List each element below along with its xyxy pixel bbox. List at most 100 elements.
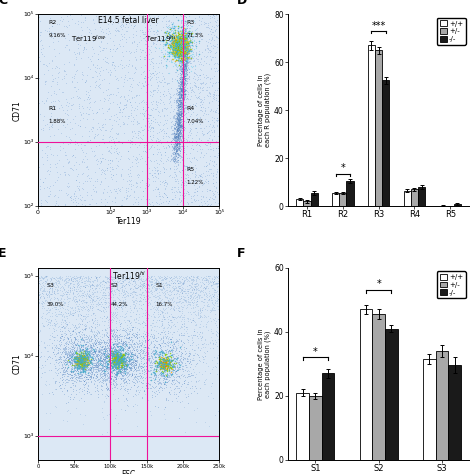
Point: [138, 285, 146, 292]
Point: [109, 347, 116, 355]
Point: [182, 37, 190, 45]
Point: [180, 14, 187, 22]
Point: [118, 346, 125, 354]
Point: [184, 47, 191, 55]
Point: [105, 354, 113, 361]
Point: [180, 85, 187, 93]
Point: [108, 354, 115, 362]
Point: [151, 379, 158, 386]
Point: [97, 155, 104, 162]
Point: [57, 358, 65, 366]
Point: [75, 348, 83, 356]
Point: [71, 309, 79, 316]
Point: [182, 43, 190, 51]
Point: [133, 378, 141, 385]
Point: [175, 126, 182, 134]
Point: [75, 359, 82, 366]
Point: [165, 388, 173, 396]
Y-axis label: Percentage of cells in
each R population (%): Percentage of cells in each R population…: [258, 73, 271, 147]
Point: [182, 64, 190, 72]
Point: [167, 36, 174, 44]
Point: [160, 292, 167, 299]
Point: [108, 288, 116, 295]
Point: [183, 44, 191, 52]
Point: [156, 354, 164, 362]
Point: [154, 366, 162, 374]
Point: [147, 143, 155, 151]
Point: [151, 371, 159, 379]
Point: [147, 273, 155, 281]
Point: [181, 52, 189, 59]
Point: [151, 342, 158, 350]
Point: [73, 353, 81, 360]
Point: [97, 353, 104, 361]
Point: [155, 136, 162, 143]
Point: [167, 364, 175, 372]
Point: [95, 365, 102, 372]
Point: [179, 82, 186, 90]
Point: [178, 55, 185, 63]
Point: [42, 381, 49, 389]
Point: [51, 291, 59, 298]
Point: [41, 121, 48, 129]
Point: [164, 293, 171, 301]
Point: [208, 278, 215, 286]
Point: [210, 292, 217, 300]
Point: [155, 312, 163, 320]
Point: [137, 364, 144, 371]
Point: [187, 24, 194, 31]
Point: [83, 366, 91, 374]
Point: [54, 343, 61, 351]
Point: [58, 327, 65, 335]
Point: [96, 273, 103, 281]
Text: 71.3%: 71.3%: [187, 33, 204, 37]
Point: [66, 370, 73, 378]
Point: [102, 355, 109, 362]
Point: [112, 335, 119, 343]
Point: [204, 392, 212, 400]
Point: [103, 39, 111, 46]
Point: [129, 200, 137, 208]
Point: [91, 339, 99, 347]
Point: [99, 304, 107, 311]
Point: [41, 357, 48, 365]
Point: [174, 94, 182, 101]
Point: [139, 318, 146, 325]
Point: [58, 287, 66, 294]
Point: [146, 305, 154, 313]
Point: [182, 34, 189, 41]
Point: [41, 273, 48, 281]
Point: [181, 72, 189, 80]
Point: [141, 109, 148, 117]
Point: [131, 301, 138, 308]
Point: [168, 185, 176, 193]
Point: [53, 337, 61, 344]
Point: [117, 354, 125, 361]
Point: [137, 36, 145, 43]
Point: [170, 39, 178, 47]
Point: [80, 350, 87, 358]
Point: [152, 353, 159, 361]
Point: [90, 347, 97, 355]
Point: [176, 40, 183, 47]
Point: [181, 80, 188, 88]
Point: [133, 422, 141, 430]
Point: [118, 293, 125, 301]
Point: [78, 354, 85, 362]
Point: [173, 96, 181, 104]
Point: [178, 82, 186, 89]
Point: [112, 363, 119, 371]
Point: [179, 21, 186, 29]
Point: [82, 347, 90, 355]
Point: [91, 362, 99, 369]
Point: [181, 354, 189, 362]
Point: [189, 30, 196, 37]
Point: [141, 297, 149, 304]
Point: [86, 365, 94, 373]
Point: [180, 279, 187, 286]
Point: [178, 91, 185, 99]
Point: [179, 64, 187, 71]
Point: [121, 295, 128, 303]
Point: [76, 355, 83, 363]
Point: [176, 41, 183, 49]
